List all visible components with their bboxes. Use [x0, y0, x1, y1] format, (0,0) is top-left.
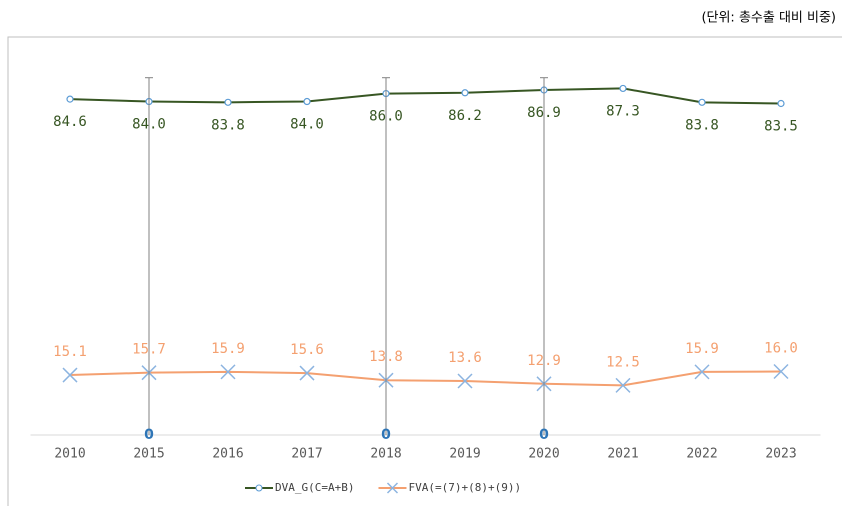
data-label: 15.9 — [211, 341, 245, 357]
unit-note: (단위: 총수출 대비 비중) — [701, 11, 836, 26]
marker — [220, 364, 236, 380]
data-label: 83.8 — [211, 117, 245, 133]
marker — [303, 97, 311, 106]
legend-label: FVA(=(7)+(8)+(9)) — [408, 481, 521, 494]
data-label: 15.1 — [53, 344, 87, 360]
series-line — [69, 370, 782, 387]
series-line — [69, 87, 782, 105]
data-label: 13.6 — [448, 350, 482, 366]
marker — [619, 84, 627, 93]
marker — [62, 367, 78, 383]
x-tick-label: 2015 — [133, 447, 164, 462]
marker — [461, 89, 469, 97]
data-label: 83.8 — [685, 117, 719, 133]
data-label: 0 — [381, 427, 391, 443]
x-tick-label: 2017 — [291, 447, 322, 462]
marker — [698, 98, 706, 106]
legend-marker — [255, 484, 263, 492]
data-label: 84.0 — [290, 117, 324, 133]
x-tick-label: 2021 — [607, 447, 638, 462]
marker — [777, 99, 785, 108]
marker — [224, 98, 232, 106]
data-label: 0 — [539, 427, 549, 443]
legend-label: DVA_G(C=A+B) — [275, 481, 354, 494]
x-tick-label: 2022 — [686, 447, 717, 462]
data-label: 84.6 — [53, 114, 87, 130]
x-tick-label: 2016 — [212, 447, 243, 462]
data-label: 15.6 — [290, 342, 324, 358]
x-tick-label: 2010 — [54, 447, 85, 462]
data-label: 0 — [144, 427, 154, 443]
marker — [694, 364, 710, 380]
marker — [615, 377, 631, 393]
chart-frame — [7, 36, 842, 506]
x-tick-label: 2023 — [765, 447, 796, 462]
marker — [299, 365, 315, 381]
x-tick-label: 2020 — [528, 447, 559, 462]
marker — [773, 363, 789, 380]
legend-marker — [386, 482, 399, 494]
data-label: 16.0 — [764, 340, 798, 356]
marker — [457, 373, 473, 389]
x-tick-label: 2018 — [370, 447, 401, 462]
marker — [66, 95, 74, 103]
data-label: 83.5 — [764, 119, 798, 135]
x-tick-label: 2019 — [449, 447, 480, 462]
data-label: 86.2 — [448, 108, 482, 124]
data-label: 12.5 — [606, 354, 640, 370]
data-label: 87.3 — [606, 103, 640, 119]
data-label: 15.9 — [685, 341, 719, 357]
